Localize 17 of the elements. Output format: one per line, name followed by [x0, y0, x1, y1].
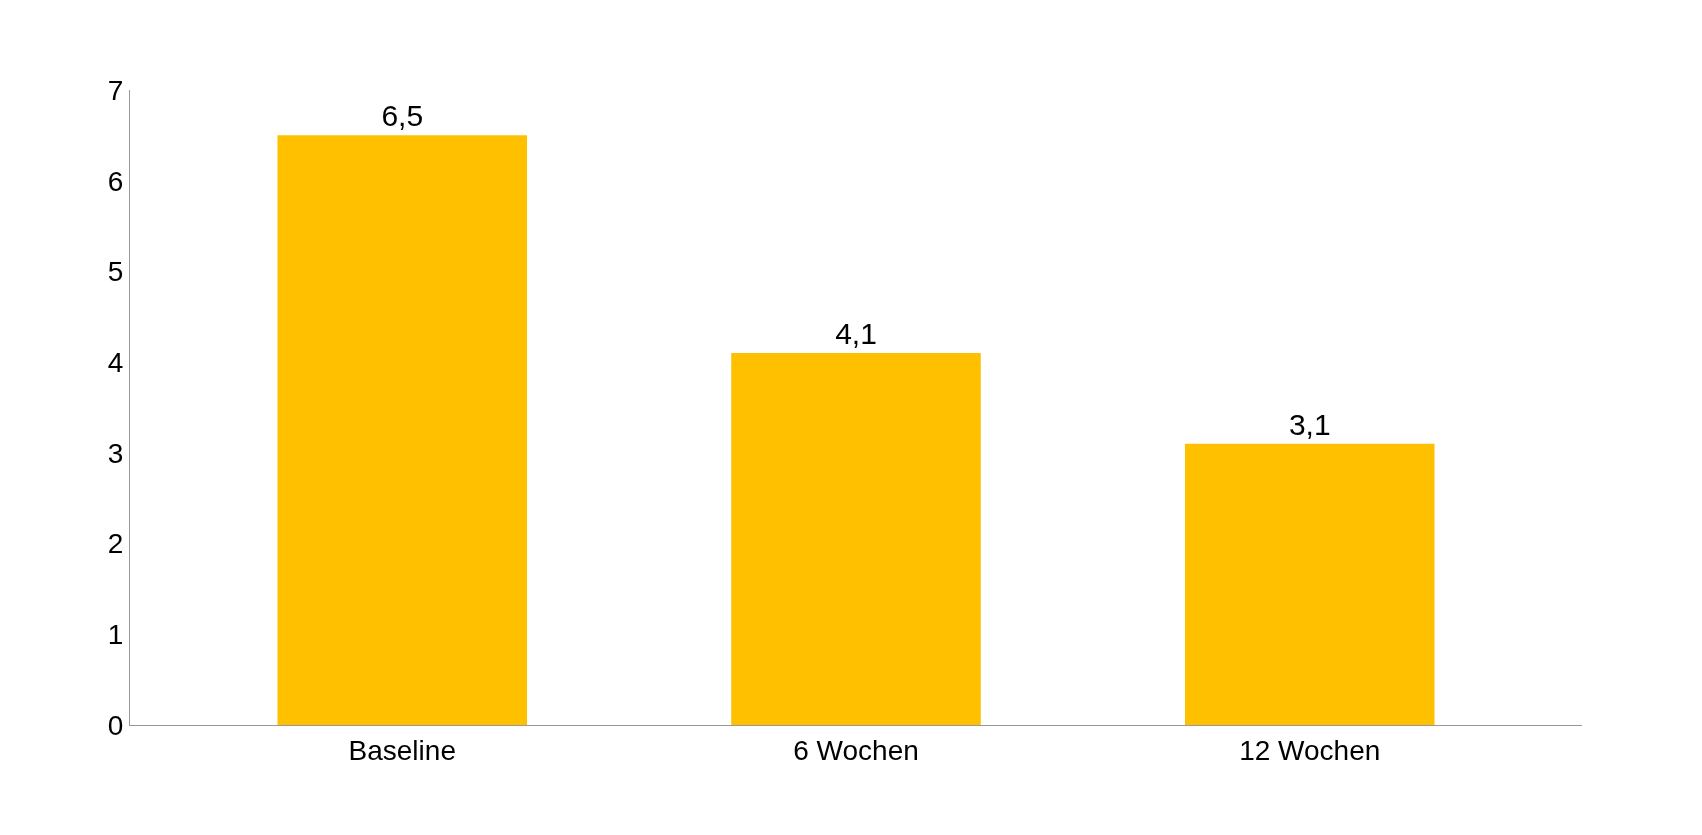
y-tick-label: 1 [107, 619, 124, 651]
bar [731, 353, 981, 725]
y-tick-label: 4 [107, 346, 124, 378]
y-tick-label: 2 [107, 528, 124, 560]
y-tick-label: 5 [107, 256, 124, 288]
y-tick-label: 6 [107, 165, 124, 197]
y-tick-label: 0 [107, 709, 124, 741]
data-label: 6,5 [381, 99, 424, 133]
data-label: 3,1 [1288, 407, 1331, 441]
y-tick-label: 3 [107, 437, 124, 469]
data-label: 4,1 [835, 317, 877, 351]
x-tick-label: Baseline [348, 734, 456, 766]
bar [277, 135, 528, 725]
x-tick-label: 6 Wochen [793, 734, 919, 766]
y-tick-label: 7 [107, 74, 124, 106]
x-tick-label: 12 Wochen [1239, 734, 1381, 766]
bar [1184, 443, 1435, 725]
